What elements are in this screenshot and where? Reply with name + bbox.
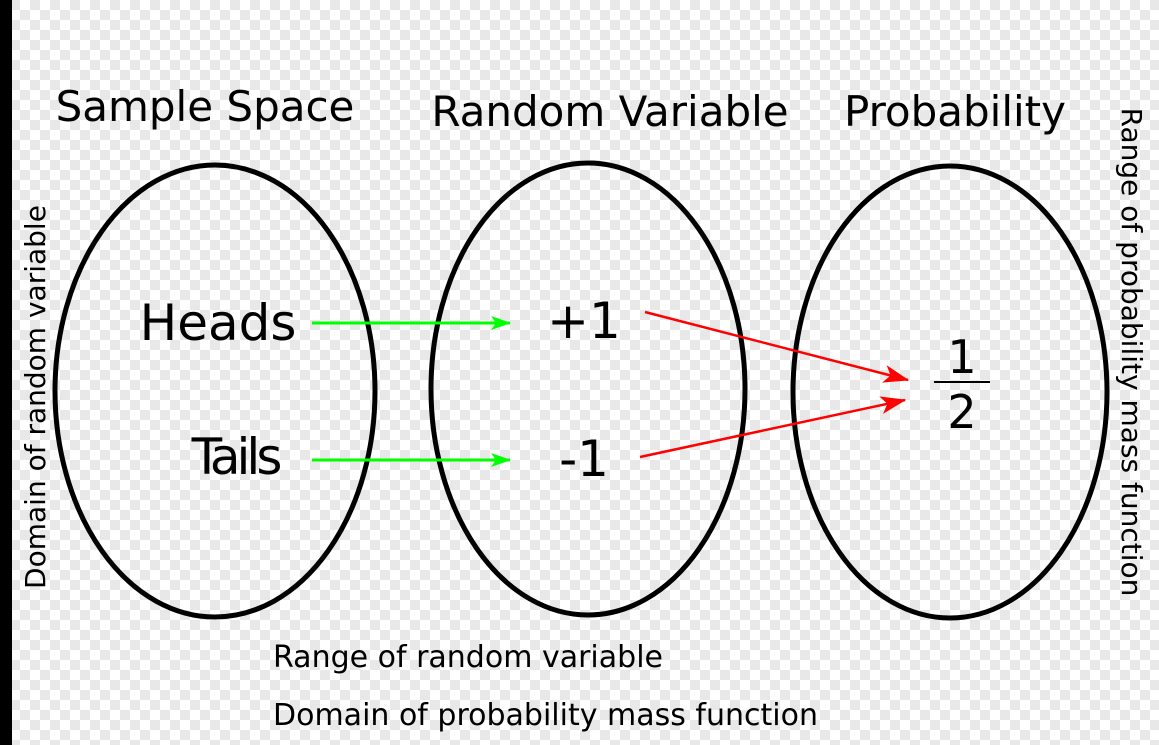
header-random-variable: Random Variable [431, 87, 788, 136]
header-probability: Probability [844, 87, 1066, 136]
label-domain-of-random-variable: Domain of random variable [19, 205, 52, 589]
label-range-of-random-variable: Range of random variable [273, 640, 663, 675]
fraction-denominator: 2 [947, 385, 976, 439]
value-minus-one: -1 [559, 430, 609, 488]
outcome-heads: Heads [140, 294, 297, 352]
arrow-minus-one-to-half [639, 396, 907, 459]
header-sample-space: Sample Space [56, 82, 355, 131]
arrow-plus-one-to-half [644, 310, 910, 383]
label-domain-of-pmf: Domain of probability mass function [273, 698, 818, 733]
label-range-of-pmf: Range of probability mass function [1115, 108, 1148, 597]
probability-ellipse [790, 163, 1110, 621]
value-plus-one: +1 [547, 292, 621, 350]
fraction-numerator: 1 [947, 330, 976, 384]
sample-space-ellipse [52, 162, 378, 620]
left-edge-bar [0, 0, 12, 745]
random-variable-ellipse [428, 160, 748, 618]
outcome-tails: Tails [191, 428, 281, 486]
